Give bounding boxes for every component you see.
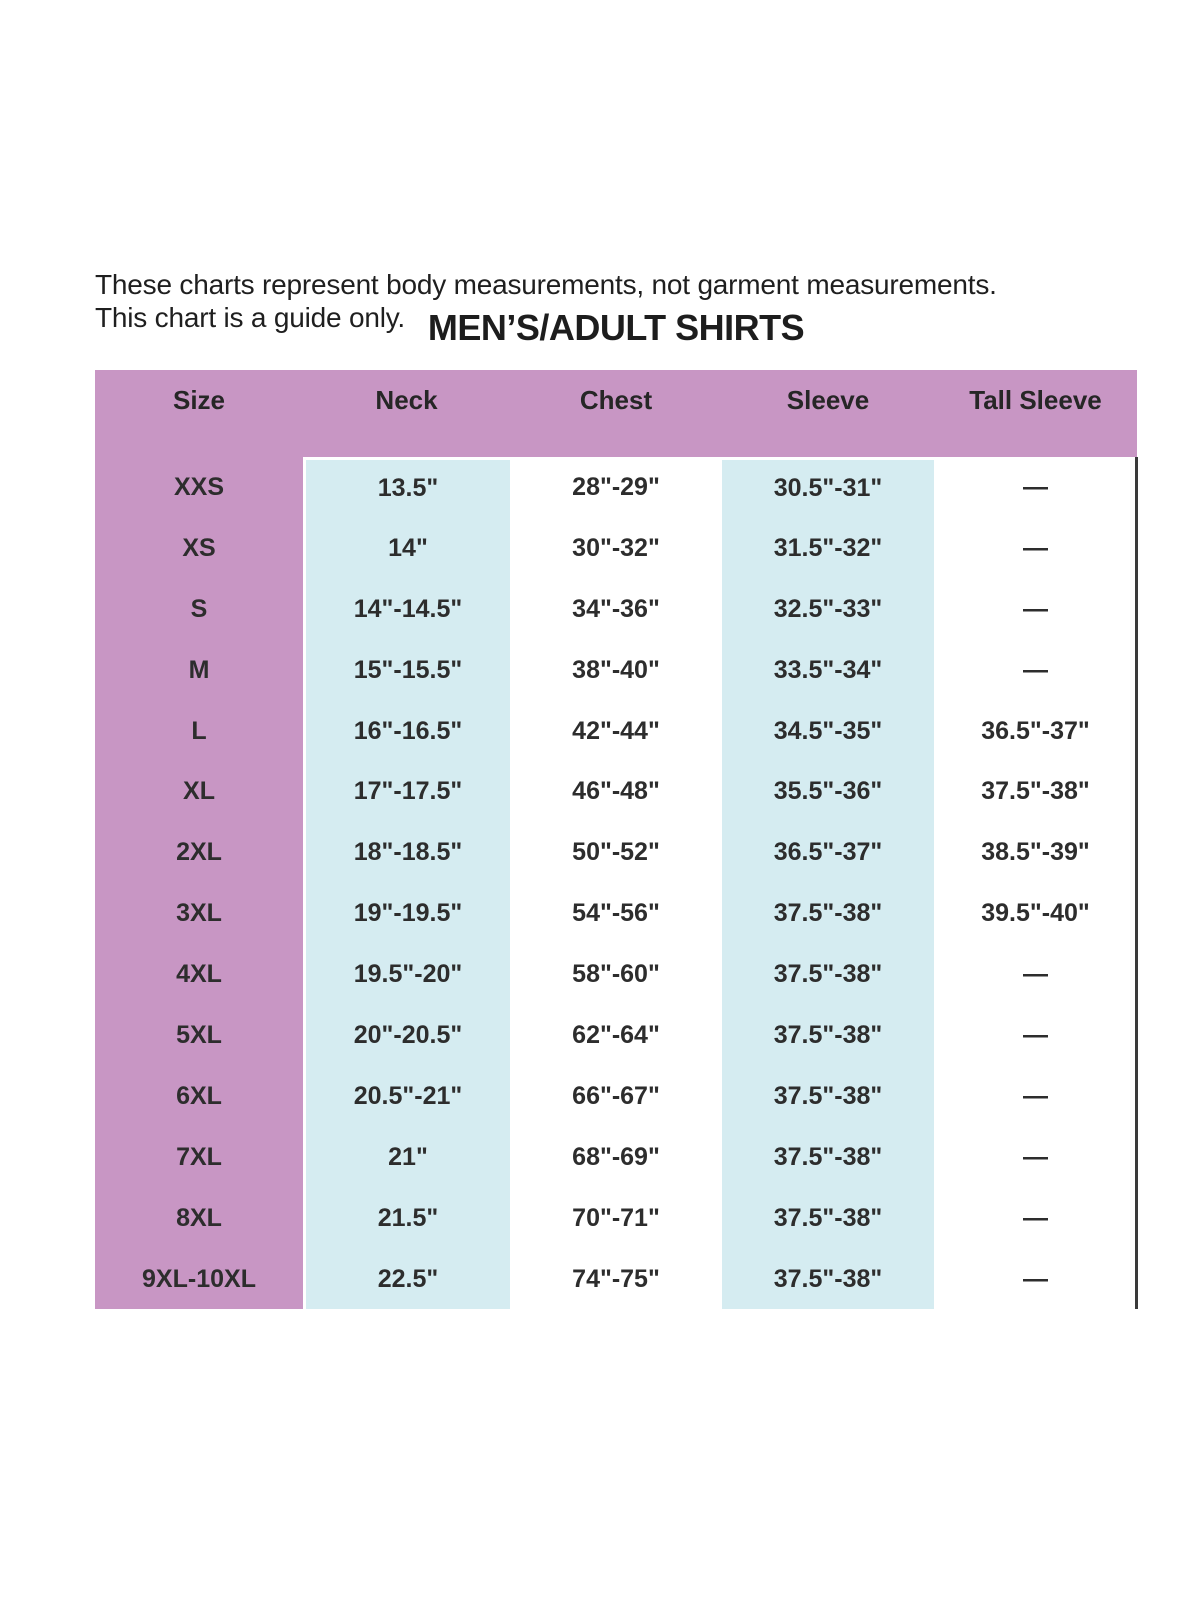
size-cell: XXS <box>95 457 303 518</box>
note-line-2: This chart is a guide only. <box>95 302 406 333</box>
sleeve-cell: 32.5"-33" <box>722 578 934 640</box>
tall-sleeve-cell: — <box>1023 472 1048 501</box>
measurement-note: These charts represent body measurements… <box>95 268 1137 334</box>
content-area: These charts represent body measurements… <box>95 268 1138 1310</box>
chest-cell: 58"-60" <box>572 960 660 989</box>
table-row: L 16"-16.5" 42"-44" 34.5"-35" 36.5"-37" <box>95 700 1137 762</box>
neck-cell: 22.5" <box>303 1248 510 1310</box>
chest-cell: 38"-40" <box>572 655 660 684</box>
neck-cell: 14" <box>303 517 510 579</box>
size-cell: 8XL <box>95 1187 303 1249</box>
tall-sleeve-cell: 39.5"-40" <box>981 899 1090 928</box>
size-cell: 4XL <box>95 944 303 1006</box>
header-cell-size: Size <box>172 385 226 415</box>
tall-sleeve-cell: — <box>1023 533 1048 562</box>
sleeve-cell: 37.5"-38" <box>722 883 934 945</box>
header-cell-sleeve: Sleeve <box>786 385 870 415</box>
size-cell: S <box>95 578 303 640</box>
tall-sleeve-cell: — <box>1023 1142 1048 1171</box>
header-cell-chest: Chest <box>579 385 653 415</box>
chest-cell: 54"-56" <box>572 899 660 928</box>
size-cell: 7XL <box>95 1126 303 1188</box>
sleeve-cell: 31.5"-32" <box>722 517 934 579</box>
neck-cell: 20.5"-21" <box>303 1065 510 1127</box>
size-cell: L <box>95 700 303 762</box>
table-row: 9XL-10XL 22.5" 74"-75" 37.5"-38" — <box>95 1248 1137 1310</box>
table-row: XXS 13.5" 28"-29" 30.5"-31" — <box>95 457 1137 518</box>
table-row: 2XL 18"-18.5" 50"-52" 36.5"-37" 38.5"-39… <box>95 822 1137 884</box>
tall-sleeve-cell: — <box>1023 1020 1048 1049</box>
tall-sleeve-cell: — <box>1023 655 1048 684</box>
table-row: 5XL 20"-20.5" 62"-64" 37.5"-38" — <box>95 1005 1137 1066</box>
sleeve-cell: 36.5"-37" <box>722 822 934 884</box>
size-chart-table: Size Neck Chest Sleeve Tall Sleeve XXS 1… <box>95 370 1138 1310</box>
neck-cell: 19"-19.5" <box>303 883 510 945</box>
neck-cell: 20"-20.5" <box>303 1005 510 1066</box>
table-row: 8XL 21.5" 70"-71" 37.5"-38" — <box>95 1187 1137 1249</box>
size-cell: M <box>95 639 303 701</box>
chest-cell: 42"-44" <box>572 716 660 745</box>
sleeve-cell: 37.5"-38" <box>722 1065 934 1127</box>
sleeve-cell: 37.5"-38" <box>722 1126 934 1188</box>
tall-sleeve-cell: — <box>1023 1203 1048 1232</box>
chest-cell: 74"-75" <box>572 1264 660 1293</box>
note-line-1: These charts represent body measurements… <box>95 269 997 300</box>
header-cell-tall-sleeve: Tall Sleeve <box>969 385 1102 415</box>
tall-sleeve-cell: 38.5"-39" <box>981 838 1090 867</box>
table-row: 3XL 19"-19.5" 54"-56" 37.5"-38" 39.5"-40… <box>95 883 1137 945</box>
table-row: XS 14" 30"-32" 31.5"-32" — <box>95 517 1137 579</box>
neck-cell: 16"-16.5" <box>303 700 510 762</box>
chest-cell: 46"-48" <box>572 777 660 806</box>
sleeve-cell: 30.5"-31" <box>722 457 934 518</box>
neck-cell: 19.5"-20" <box>303 944 510 1006</box>
table-header-row: Size Neck Chest Sleeve Tall Sleeve <box>95 370 1137 457</box>
sleeve-cell: 33.5"-34" <box>722 639 934 701</box>
tall-sleeve-cell: — <box>1023 1081 1048 1110</box>
size-cell: 6XL <box>95 1065 303 1127</box>
tall-sleeve-cell: — <box>1023 1264 1048 1293</box>
sleeve-cell: 37.5"-38" <box>722 1005 934 1066</box>
sleeve-cell: 37.5"-38" <box>722 944 934 1006</box>
tall-sleeve-cell: 36.5"-37" <box>981 716 1090 745</box>
table-row: 6XL 20.5"-21" 66"-67" 37.5"-38" — <box>95 1065 1137 1127</box>
chest-cell: 68"-69" <box>572 1142 660 1171</box>
header-cell-neck: Neck <box>375 385 438 415</box>
size-cell: XS <box>95 517 303 579</box>
table-body: XXS 13.5" 28"-29" 30.5"-31" — XS 14" 30"… <box>95 457 1137 1310</box>
table-row: XL 17"-17.5" 46"-48" 35.5"-36" 37.5"-38" <box>95 761 1137 823</box>
table-row: 7XL 21" 68"-69" 37.5"-38" — <box>95 1126 1137 1188</box>
tall-sleeve-cell: — <box>1023 594 1048 623</box>
chest-cell: 66"-67" <box>572 1081 660 1110</box>
neck-cell: 21.5" <box>303 1187 510 1249</box>
chest-cell: 30"-32" <box>572 533 660 562</box>
size-cell: XL <box>95 761 303 823</box>
neck-cell: 21" <box>303 1126 510 1188</box>
table-row: S 14"-14.5" 34"-36" 32.5"-33" — <box>95 578 1137 640</box>
chest-cell: 70"-71" <box>572 1203 660 1232</box>
table-right-border <box>1135 457 1138 1310</box>
neck-cell: 15"-15.5" <box>303 639 510 701</box>
size-cell: 9XL-10XL <box>95 1248 303 1310</box>
neck-cell: 17"-17.5" <box>303 761 510 823</box>
chest-cell: 62"-64" <box>572 1020 660 1049</box>
chest-cell: 50"-52" <box>572 838 660 867</box>
table-row: 4XL 19.5"-20" 58"-60" 37.5"-38" — <box>95 944 1137 1006</box>
size-cell: 3XL <box>95 883 303 945</box>
chest-cell: 28"-29" <box>572 472 660 501</box>
sleeve-cell: 35.5"-36" <box>722 761 934 823</box>
sleeve-cell: 34.5"-35" <box>722 700 934 762</box>
tall-sleeve-cell: 37.5"-38" <box>981 777 1090 806</box>
chest-cell: 34"-36" <box>572 594 660 623</box>
neck-cell: 13.5" <box>303 457 510 518</box>
sleeve-cell: 37.5"-38" <box>722 1248 934 1310</box>
neck-cell: 14"-14.5" <box>303 578 510 640</box>
tall-sleeve-cell: — <box>1023 960 1048 989</box>
table-row: M 15"-15.5" 38"-40" 33.5"-34" — <box>95 639 1137 701</box>
sleeve-cell: 37.5"-38" <box>722 1187 934 1249</box>
size-cell: 5XL <box>95 1005 303 1066</box>
page-title: MEN’S/ADULT SHIRTS <box>427 307 805 348</box>
size-cell: 2XL <box>95 822 303 884</box>
neck-cell: 18"-18.5" <box>303 822 510 884</box>
